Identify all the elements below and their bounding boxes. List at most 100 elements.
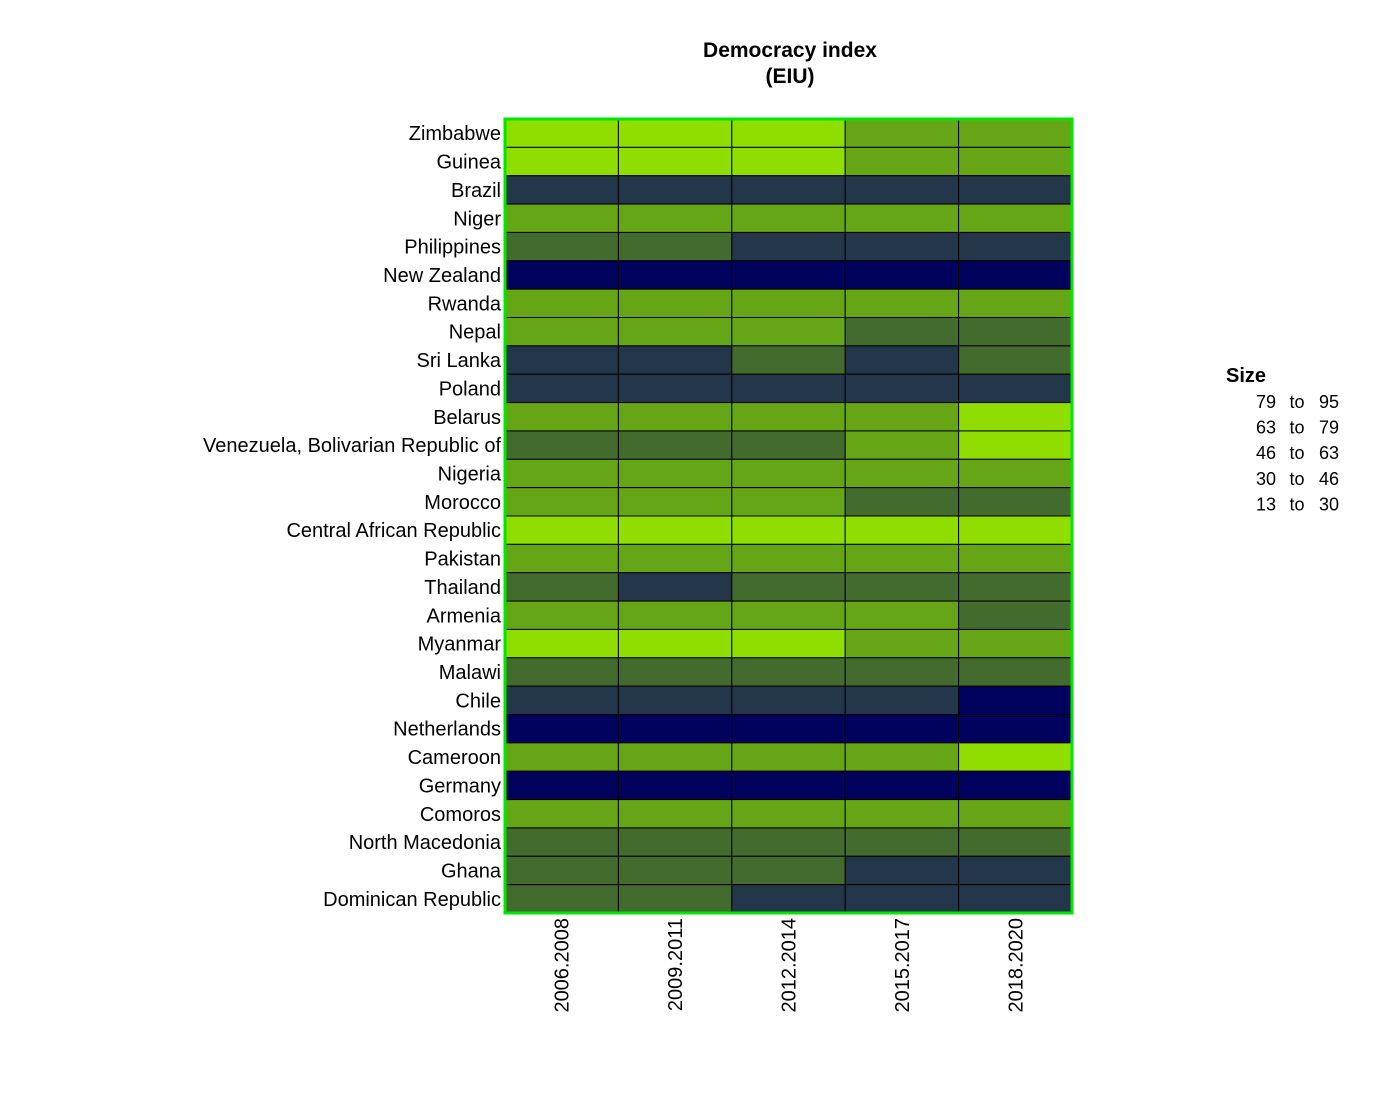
heatmap-cell [958, 515, 1073, 545]
heatmap-cell [844, 515, 960, 545]
heatmap-cell [958, 260, 1073, 290]
heatmap-cell [844, 118, 960, 148]
heatmap-cell [617, 685, 733, 716]
row-label: Pakistan [424, 549, 501, 571]
heatmap-cell [844, 884, 960, 914]
row-labels: Zimbabwe Guinea Brazil Niger Philippines New … [203, 123, 502, 911]
heatmap-cell [504, 827, 619, 857]
heatmap-cell [958, 487, 1073, 517]
heatmap-cell [731, 543, 846, 574]
heatmap-cell [731, 118, 846, 148]
heatmap-cell [958, 884, 1073, 914]
heatmap-cell [844, 317, 960, 347]
heatmap-cell [844, 657, 960, 687]
heatmap-cell [731, 884, 846, 914]
heatmap-cell [617, 430, 733, 460]
heatmap-cell [504, 175, 619, 205]
legend-low-value: 79 [1256, 392, 1276, 412]
row-label: Comoros [420, 804, 501, 826]
heatmap-cell [617, 628, 733, 659]
heatmap-cell [617, 884, 733, 914]
heatmap-cell [731, 458, 846, 489]
row-label: North Macedonia [349, 832, 502, 854]
row-label: Thailand [424, 577, 501, 599]
legend-high-value: 63 [1319, 443, 1339, 463]
heatmap-cell [504, 799, 619, 829]
heatmap-cell [731, 855, 846, 886]
heatmap-cell [958, 855, 1073, 886]
row-label: Dominican Republic [323, 889, 501, 911]
heatmap-cell [504, 515, 619, 545]
heatmap-cell [844, 458, 960, 489]
heatmap-cell [504, 657, 619, 687]
row-label: Morocco [424, 492, 501, 514]
heatmap-cell [731, 175, 846, 205]
heatmap-cell [731, 714, 846, 744]
heatmap-cell [617, 175, 733, 205]
heatmap-cell [617, 487, 733, 517]
heatmap-cell [731, 657, 846, 687]
heatmap-cell [504, 402, 619, 432]
legend-separator: to [1289, 494, 1304, 514]
column-label: 2018.2020 [1005, 918, 1027, 1013]
heatmap-cell [617, 345, 733, 375]
heatmap-cell [958, 543, 1073, 574]
heatmap-cell [504, 572, 619, 602]
legend-high-value: 30 [1319, 494, 1339, 514]
heatmap-cell [617, 799, 733, 829]
row-label: Nepal [449, 322, 501, 344]
row-label: Guinea [437, 152, 502, 174]
heatmap-cell [958, 742, 1073, 772]
heatmap-cell [844, 260, 960, 290]
heatmap-cell [617, 714, 733, 744]
legend-low-value: 30 [1256, 469, 1276, 489]
row-label: Germany [419, 775, 501, 797]
heatmap-cell [844, 175, 960, 205]
heatmap-cell [731, 742, 846, 772]
heatmap-cell [504, 146, 619, 177]
row-label: Niger [453, 208, 501, 230]
heatmap-cell [958, 628, 1073, 659]
heatmap-cell [617, 118, 733, 148]
heatmap-cell [844, 231, 960, 262]
heatmap-cell [617, 203, 733, 233]
row-label: Malawi [439, 662, 501, 684]
heatmap-cell [617, 317, 733, 347]
row-label: Venezuela, Bolivarian Republic of [203, 435, 501, 457]
heatmap-cell [731, 628, 846, 659]
heatmap-cell [958, 714, 1073, 744]
heatmap-cell [504, 260, 619, 290]
heatmap-cell [958, 402, 1073, 432]
legend-separator: to [1289, 418, 1304, 438]
column-label: 2009.2011 [665, 918, 687, 1011]
heatmap-cell [504, 628, 619, 659]
column-label: 2006.2008 [552, 918, 574, 1013]
heatmap-cell [844, 146, 960, 177]
heatmap-cell [617, 600, 733, 630]
plot-frame [503, 117, 1074, 915]
legend-title: Size [1226, 365, 1266, 387]
row-label: Poland [439, 378, 501, 400]
heatmap-cell [844, 799, 960, 829]
heatmap-cell [504, 884, 619, 914]
heatmap-cell [844, 600, 960, 630]
heatmap-cell [504, 231, 619, 262]
legend-separator: to [1289, 392, 1304, 412]
heatmap-cell [958, 175, 1073, 205]
heatmap-cells [504, 118, 1073, 914]
heatmap-cell [617, 231, 733, 262]
heatmap-cell [731, 600, 846, 630]
row-label: Rwanda [428, 293, 502, 315]
heatmap-cell [844, 742, 960, 772]
chart-title-line2: (EIU) [766, 65, 815, 88]
heatmap-cell [504, 345, 619, 375]
heatmap-cell [958, 317, 1073, 347]
heatmap-cell [617, 770, 733, 801]
legend-high-value: 95 [1319, 392, 1339, 412]
legend-separator: to [1289, 469, 1304, 489]
heatmap-cell [617, 742, 733, 772]
row-label: Armenia [427, 605, 502, 627]
heatmap-cell [844, 714, 960, 744]
heatmap-cell [731, 373, 846, 404]
heatmap-cell [504, 742, 619, 772]
